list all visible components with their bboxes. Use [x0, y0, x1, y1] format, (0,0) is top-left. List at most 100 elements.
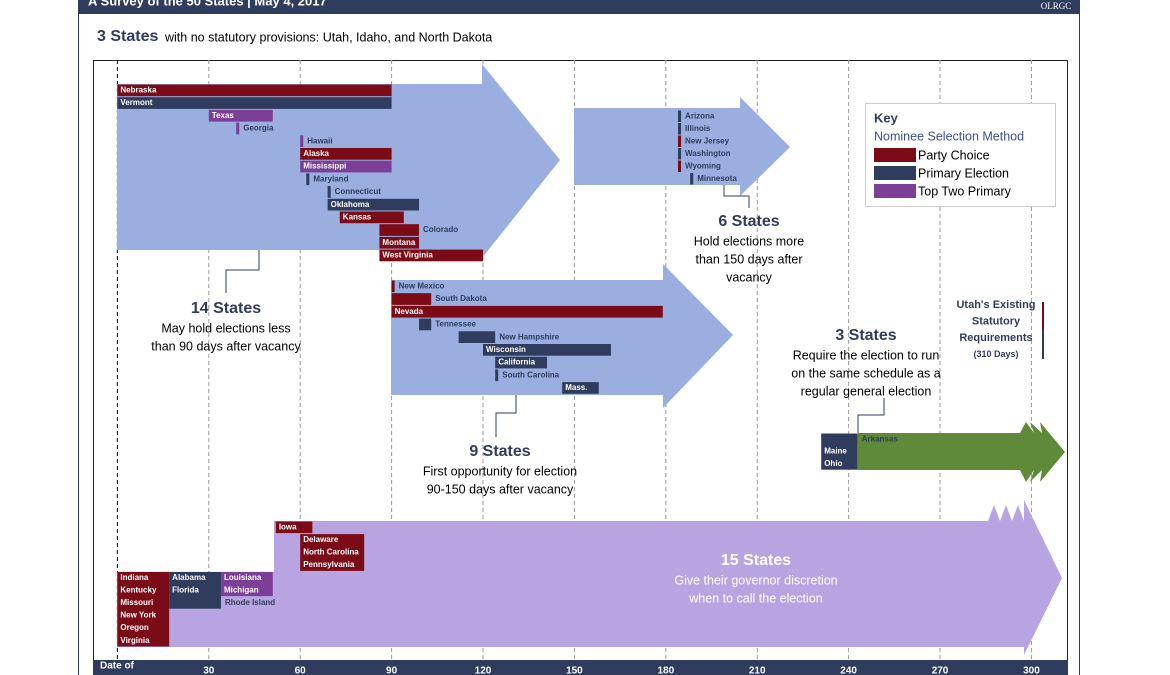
bar-label: New York	[120, 611, 156, 620]
group-count: 15 States	[721, 552, 791, 569]
bar-label: Wisconsin	[486, 345, 526, 354]
legend-swatch	[874, 166, 916, 180]
bar-label: Kansas	[343, 212, 372, 221]
bar-label: South Carolina	[502, 370, 559, 379]
subtitle-text: with no statutory provisions: Utah, Idah…	[164, 30, 492, 44]
bar-label: Oregon	[120, 623, 149, 632]
bar-label: Arkansas	[862, 434, 899, 443]
bar-label: Iowa	[279, 522, 297, 531]
bar	[169, 571, 221, 609]
annotation: (310 Days)	[973, 349, 1018, 359]
x-tick-label: 300	[1023, 666, 1040, 675]
connector	[495, 395, 517, 437]
bar-label: Rhode Island	[225, 598, 275, 607]
bar-label: Illinois	[685, 124, 711, 133]
group-count: 3 States	[835, 327, 896, 344]
bar	[678, 123, 682, 135]
bar	[208, 109, 273, 122]
bar-label: Delaware	[303, 535, 339, 544]
bar-label: Kentucky	[120, 585, 157, 594]
x-tick-label: 60	[295, 666, 307, 675]
legend-swatch	[874, 148, 916, 162]
bar-label: Nevada	[395, 307, 424, 316]
group-description: than 150 days after	[695, 252, 802, 266]
bar-label: Maine	[824, 447, 847, 456]
group-count: 6 States	[718, 213, 779, 230]
x-tick-label: 120	[475, 666, 492, 675]
bar	[678, 135, 682, 147]
group-description: 90-150 days after vacancy	[427, 482, 574, 496]
bar-label: Connecticut	[335, 187, 382, 196]
legend-swatch	[874, 184, 916, 198]
x-axis-label: Date of	[100, 661, 135, 672]
bar	[117, 97, 392, 109]
bar	[678, 148, 682, 160]
connector	[225, 250, 260, 293]
legend-label: Party Choice	[918, 148, 990, 162]
bar-label: Michigan	[224, 585, 259, 594]
group-description: Require the election to run	[793, 348, 940, 362]
bar-label: Ohio	[824, 459, 842, 468]
bar-label: Tennessee	[435, 320, 476, 329]
arrow	[858, 422, 1065, 482]
bar	[300, 148, 392, 160]
arrow	[391, 264, 733, 408]
bar	[339, 211, 404, 224]
bar-label: Mass.	[565, 383, 587, 392]
axis-band	[93, 660, 1068, 675]
arrow	[574, 97, 790, 196]
x-tick-label: 240	[840, 666, 857, 675]
bar-label: Virginia	[120, 636, 150, 645]
bar	[391, 305, 663, 318]
bar	[419, 318, 432, 331]
bar-label: Indiana	[120, 573, 149, 582]
header-title: A Survey of the 50 States | May 4, 2017	[88, 0, 327, 8]
bar-label: Vermont	[120, 98, 152, 107]
bar-label: Mississippi	[303, 162, 346, 171]
bar	[379, 249, 483, 262]
bar	[678, 160, 682, 172]
bar	[327, 198, 420, 211]
bar-label: Louisiana	[224, 573, 262, 582]
bar-label: Washington	[685, 149, 731, 158]
bar-label: Oklahoma	[331, 200, 370, 209]
group-description: vacancy	[726, 270, 773, 284]
legend-title: Key	[874, 110, 899, 125]
bar-label: Nebraska	[120, 85, 157, 94]
x-tick-label: 180	[657, 666, 674, 675]
bar-label: Alabama	[172, 573, 206, 582]
bar	[379, 236, 420, 249]
legend-label: Primary Election	[918, 166, 1009, 180]
bar	[300, 160, 392, 173]
annotation: Requirements	[959, 332, 1032, 344]
bar-label: Hawaii	[307, 136, 332, 145]
bar-label: California	[498, 358, 535, 367]
bar	[275, 521, 313, 534]
bar-label: Minnesota	[697, 174, 737, 183]
x-tick-label: 90	[386, 666, 398, 675]
bar-label: Alaska	[303, 149, 329, 158]
group-description: Give their governor discretion	[674, 573, 837, 587]
header-bar	[78, 0, 1080, 14]
bar-label: New Mexico	[399, 281, 445, 290]
bar	[495, 356, 547, 369]
group-description: on the same schedule as a	[791, 366, 940, 380]
bar	[300, 135, 304, 147]
bar	[678, 110, 682, 122]
bar	[483, 344, 611, 356]
bar	[117, 571, 170, 647]
bar-label: New Jersey	[685, 136, 730, 145]
bar-label: Florida	[172, 585, 199, 594]
group-description: regular general election	[801, 384, 932, 398]
bar-label: Wyoming	[685, 161, 721, 170]
bar-label: West Virginia	[382, 251, 433, 260]
group-description: Hold elections more	[694, 234, 805, 248]
bar	[495, 369, 499, 382]
group-description: when to call the election	[688, 591, 822, 605]
group-description: than 90 days after vacancy	[151, 339, 301, 353]
group-count: 9 States	[469, 443, 530, 460]
annotation: Utah's Existing	[956, 299, 1035, 311]
legend-label: Top Two Primary	[918, 184, 1012, 198]
bar	[379, 224, 420, 236]
